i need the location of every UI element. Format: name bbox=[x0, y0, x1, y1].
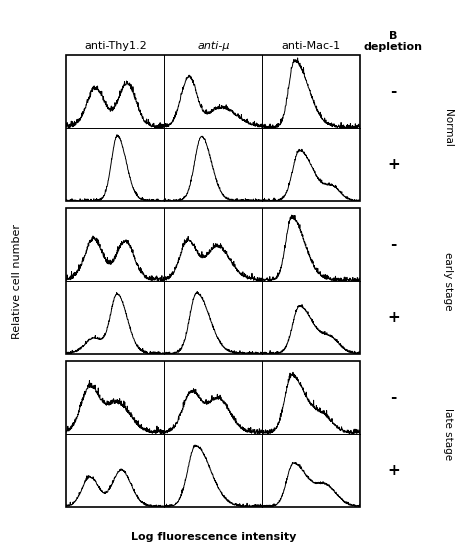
Text: anti-Mac-1: anti-Mac-1 bbox=[282, 41, 341, 51]
Text: +: + bbox=[387, 310, 400, 325]
Text: anti-Thy1.2: anti-Thy1.2 bbox=[84, 41, 147, 51]
Text: -: - bbox=[390, 84, 397, 99]
Text: B
depletion: B depletion bbox=[364, 31, 423, 52]
Text: Log fluorescence intensity: Log fluorescence intensity bbox=[131, 532, 296, 542]
Text: Relative cell number: Relative cell number bbox=[11, 224, 22, 338]
Text: Normal: Normal bbox=[443, 109, 453, 147]
Text: +: + bbox=[387, 463, 400, 478]
Text: late stage: late stage bbox=[443, 408, 453, 460]
Text: early stage: early stage bbox=[443, 252, 453, 310]
Text: anti-μ: anti-μ bbox=[197, 41, 229, 51]
Text: -: - bbox=[390, 237, 397, 252]
Text: -: - bbox=[390, 390, 397, 405]
Text: +: + bbox=[387, 157, 400, 172]
